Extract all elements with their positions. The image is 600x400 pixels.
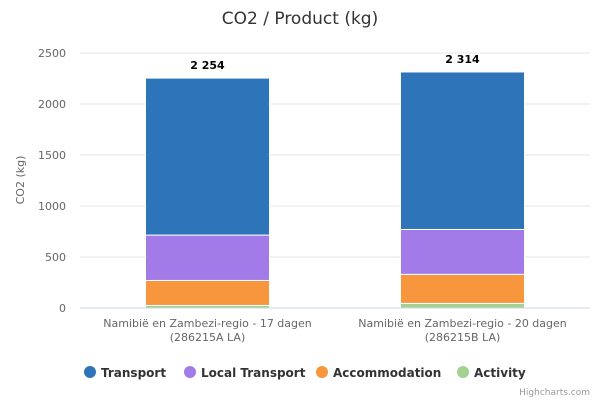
y-tick-label: 2000: [38, 98, 66, 111]
x-tick-label: (286215B LA): [425, 331, 501, 344]
legend-marker: [316, 366, 328, 378]
x-tick-label: Namibië en Zambezi-regio - 20 dagen: [358, 317, 567, 330]
legend-item-transport[interactable]: Transport: [84, 366, 166, 380]
legend-label: Accommodation: [333, 366, 441, 380]
bar-transport[interactable]: [400, 71, 525, 230]
legend-item-accommodation[interactable]: Accommodation: [316, 366, 441, 380]
bar-accommodation[interactable]: [145, 279, 270, 306]
x-axis-labels: Namibië en Zambezi-regio - 17 dagen(2862…: [103, 317, 567, 344]
total-labels: 2 254 2 314: [190, 53, 480, 72]
legend-marker: [184, 366, 196, 378]
total-label: 2 314: [445, 53, 480, 66]
legend-marker: [84, 366, 96, 378]
x-tick-label: Namibië en Zambezi-regio - 17 dagen: [103, 317, 312, 330]
legend-label: Activity: [474, 366, 526, 380]
y-axis-ticks: 0 500 1000 1500 2000 2500: [38, 47, 66, 315]
bar-accommodation[interactable]: [400, 273, 525, 304]
legend-label: Local Transport: [201, 366, 306, 380]
y-axis-label: CO2 (kg): [14, 156, 27, 205]
bars: [145, 71, 525, 309]
legend-item-local-transport[interactable]: Local Transport: [184, 366, 306, 380]
total-label: 2 254: [190, 59, 225, 72]
y-tick-label: 1000: [38, 200, 66, 213]
credits[interactable]: Highcharts.com: [519, 388, 590, 398]
bar-local-transport[interactable]: [400, 228, 525, 275]
chart-title: CO2 / Product (kg): [222, 9, 378, 29]
bar-activity[interactable]: [400, 302, 525, 309]
legend[interactable]: Transport Local Transport Accommodation Act…: [84, 366, 526, 380]
y-tick-label: 0: [59, 302, 66, 315]
bar-local-transport[interactable]: [145, 234, 270, 281]
legend-label: Transport: [101, 366, 166, 380]
x-tick-label: (286215A LA): [170, 331, 246, 344]
y-tick-label: 2500: [38, 47, 66, 60]
legend-item-activity[interactable]: Activity: [457, 366, 526, 380]
bar-transport[interactable]: [145, 77, 270, 236]
y-tick-label: 500: [45, 251, 66, 264]
y-tick-label: 1500: [38, 149, 66, 162]
legend-marker: [457, 366, 469, 378]
